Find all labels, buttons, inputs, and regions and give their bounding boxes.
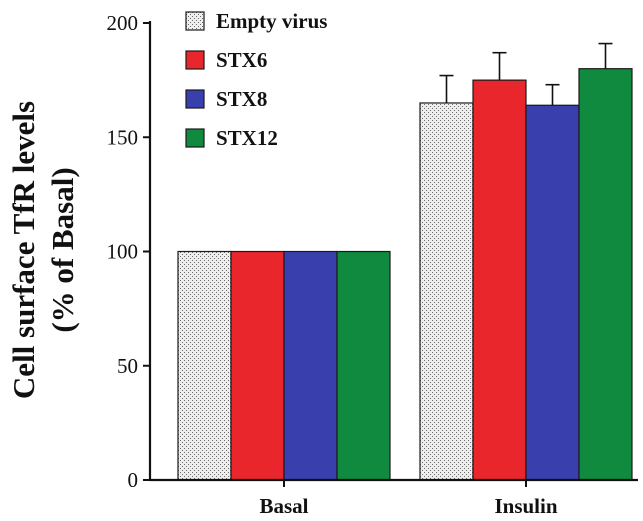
y-tick-label-50: 50	[117, 354, 138, 378]
error-bars-layer	[439, 42, 613, 106]
x-tick-label-insulin: Insulin	[494, 494, 557, 518]
legend-label-stx12: STX12	[216, 126, 278, 150]
y-tick-label-150: 150	[107, 125, 139, 149]
legend-swatch-stx8	[185, 89, 205, 109]
legend-swatch-stx12	[185, 128, 205, 148]
x-tick-label-basal: Basal	[259, 494, 308, 518]
y-tick-label-100: 100	[107, 240, 139, 264]
legend-label-stx8: STX8	[216, 87, 267, 111]
bars-layer	[177, 68, 633, 481]
bar-insulin-empty-virus	[419, 102, 474, 481]
bar-basal-stx6	[230, 250, 285, 481]
y-tick-label-200: 200	[107, 11, 139, 35]
legend-label-empty-virus: Empty virus	[216, 9, 327, 33]
bar-insulin-stx8	[525, 104, 580, 481]
bar-insulin-stx6	[472, 79, 527, 481]
y-axis-label: Cell surface TfR levels (% of Basal)	[6, 101, 80, 399]
bar-basal-empty-virus	[177, 250, 232, 481]
y-tick-label-0: 0	[128, 468, 139, 492]
y-axis-label-line-2: (% of Basal)	[45, 167, 80, 332]
bar-basal-stx12	[336, 250, 391, 481]
bar-insulin-stx12	[578, 68, 633, 481]
legend: Empty virus STX6 STX8 STX12	[185, 9, 327, 150]
legend-swatch-empty-virus	[185, 11, 205, 31]
axes-layer: 0 50 100 150 200 Basal Insulin	[107, 11, 638, 518]
y-axis-label-line-1: Cell surface TfR levels	[6, 101, 41, 399]
bar-basal-stx8	[283, 250, 338, 481]
legend-label-stx6: STX6	[216, 48, 267, 72]
legend-swatch-stx6	[185, 50, 205, 70]
